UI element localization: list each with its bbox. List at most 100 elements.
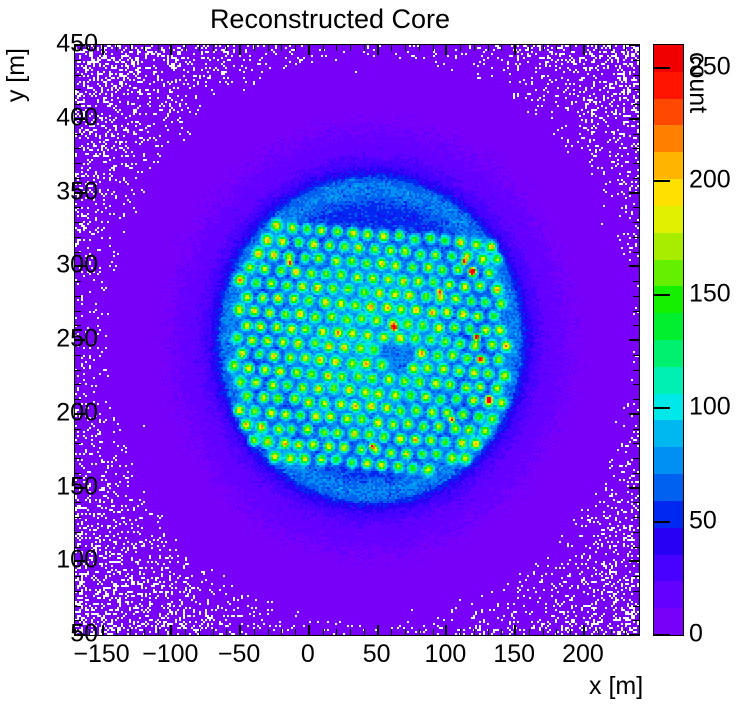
x-axis-minor-tick — [336, 45, 338, 51]
x-axis-minor-tick — [143, 629, 145, 635]
x-axis-tick — [445, 45, 448, 55]
x-axis-minor-tick — [253, 629, 255, 635]
colorbar-band — [654, 555, 683, 581]
x-axis-minor-tick — [322, 629, 324, 635]
y-axis-tick — [75, 634, 85, 636]
y-axis-minor-tick — [75, 590, 81, 592]
y-axis-minor-tick — [633, 177, 639, 179]
x-axis-minor-tick — [391, 629, 393, 635]
x-axis-minor-tick — [281, 629, 283, 635]
y-axis-tick — [75, 339, 85, 341]
y-axis-minor-tick — [75, 531, 81, 533]
y-axis-minor-tick — [633, 148, 639, 150]
x-axis-minor-tick — [116, 629, 118, 635]
colorbar-band — [654, 608, 683, 635]
x-axis-minor-tick — [625, 629, 627, 635]
x-axis-minor-tick — [405, 45, 407, 51]
y-axis-tick-label: 200 — [56, 398, 98, 427]
page-title: Reconstructed Core — [209, 4, 451, 34]
x-axis-minor-tick — [198, 45, 200, 51]
y-axis-minor-tick — [75, 59, 81, 61]
y-axis-tick — [629, 265, 639, 268]
x-axis-minor-tick — [473, 629, 475, 635]
y-axis-minor-tick — [75, 133, 81, 135]
x-axis-minor-tick — [639, 45, 640, 51]
colorbar-tick — [654, 520, 670, 523]
x-axis-minor-tick — [625, 45, 627, 51]
colorbar-band — [654, 233, 683, 260]
y-axis-tick-label: 400 — [56, 103, 98, 132]
x-axis-title: x [m] — [589, 672, 644, 700]
x-axis-minor-tick — [88, 629, 90, 635]
x-axis-minor-tick — [556, 629, 558, 635]
y-axis-minor-tick — [75, 354, 81, 356]
heatmap-image — [75, 45, 639, 635]
colorbar-band — [654, 179, 683, 206]
y-axis-tick — [629, 191, 639, 194]
x-axis-tick — [170, 45, 173, 55]
x-axis-tick — [239, 625, 242, 635]
y-axis-minor-tick — [633, 531, 639, 533]
x-axis-minor-tick — [267, 45, 269, 51]
plot-frame — [74, 44, 640, 636]
colorbar[interactable] — [653, 44, 684, 636]
x-axis-tick — [307, 45, 310, 55]
y-axis-tick — [75, 44, 85, 46]
x-axis-minor-tick — [116, 45, 118, 51]
y-axis-minor-tick — [633, 251, 639, 253]
x-axis-minor-tick — [130, 45, 132, 51]
x-axis-minor-tick — [143, 45, 145, 51]
y-axis-tick-label: 350 — [56, 177, 98, 205]
colorbar-band — [654, 260, 683, 286]
colorbar-tick — [654, 66, 670, 69]
x-axis-minor-tick — [281, 45, 283, 51]
y-axis-minor-tick — [633, 281, 639, 282]
y-axis-minor-tick — [75, 458, 81, 459]
y-axis-minor-tick — [75, 325, 81, 327]
y-axis-minor-tick — [633, 546, 639, 548]
x-axis-minor-tick — [528, 629, 530, 635]
y-axis-minor-tick — [633, 133, 639, 135]
y-axis-tick-label: 100 — [56, 545, 98, 574]
colorbar-band — [654, 72, 683, 99]
y-axis-tick-label: 450 — [56, 29, 98, 58]
y-axis-tick — [629, 560, 639, 563]
colorbar-band — [654, 474, 683, 501]
x-axis-minor-tick — [267, 629, 269, 635]
x-axis-minor-tick — [501, 629, 503, 635]
y-axis-minor-tick — [633, 428, 639, 430]
x-axis-minor-tick — [418, 45, 420, 51]
x-axis-tick — [101, 45, 104, 55]
colorbar-tick-label: 100 — [689, 392, 731, 421]
y-axis-minor-tick — [75, 620, 81, 622]
x-axis-minor-tick — [88, 45, 90, 51]
y-axis-minor-tick — [75, 517, 81, 518]
x-axis-minor-tick — [295, 629, 297, 635]
colorbar-tick-label: 150 — [689, 279, 731, 308]
x-axis-minor-tick — [570, 629, 572, 635]
colorbar-tick — [654, 407, 670, 410]
x-axis-tick — [170, 625, 173, 635]
colorbar-tick-label: 200 — [689, 165, 731, 194]
x-axis-minor-tick — [198, 629, 200, 635]
x-axis-minor-tick — [473, 45, 475, 51]
colorbar-tick-label: 0 — [689, 619, 703, 648]
x-axis-minor-tick — [363, 629, 365, 635]
x-axis-tick — [376, 625, 379, 635]
y-axis-minor-tick — [633, 590, 639, 592]
x-axis-minor-tick — [460, 45, 462, 51]
y-axis-tick — [75, 265, 85, 268]
y-axis-minor-tick — [633, 399, 639, 400]
y-axis-tick — [75, 117, 85, 120]
colorbar-tick-label: 50 — [689, 506, 717, 535]
colorbar-tick — [654, 634, 670, 636]
x-axis-tick-label: 200 — [562, 640, 604, 668]
y-axis-minor-tick — [633, 207, 639, 209]
x-axis-minor-tick — [391, 45, 393, 51]
y-axis-minor-tick — [75, 546, 81, 548]
y-axis-minor-tick — [633, 236, 639, 238]
x-axis-minor-tick — [157, 629, 159, 635]
x-axis-tick — [376, 45, 379, 55]
y-axis-tick — [629, 44, 639, 46]
x-axis-minor-tick — [542, 45, 544, 51]
